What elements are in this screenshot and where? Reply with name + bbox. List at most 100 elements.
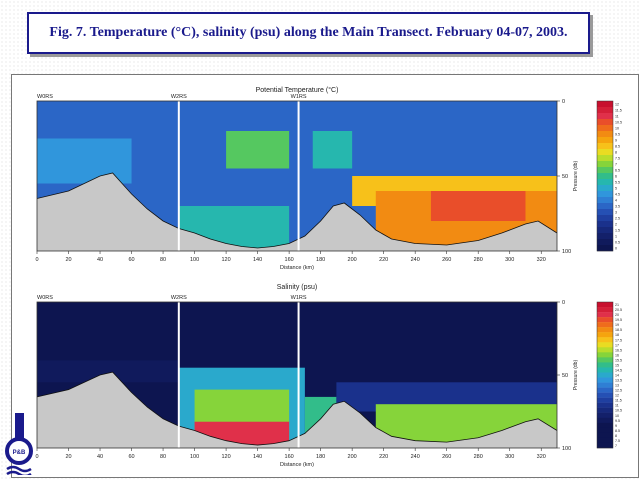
heatmap-cell <box>312 131 353 169</box>
station-label: W2RS <box>171 94 187 100</box>
colorbar-swatch <box>597 392 613 398</box>
colorbar-swatch <box>597 407 613 413</box>
colorbar-label: 12 <box>615 394 619 398</box>
x-tick-label: 140 <box>253 454 262 460</box>
station-label: W1RS <box>291 295 307 301</box>
colorbar-label: 12 <box>615 103 619 107</box>
x-tick-label: 260 <box>442 257 451 263</box>
colorbar-swatch <box>597 307 613 313</box>
y-tick-label: 0 <box>562 300 565 306</box>
colorbar-label: 21 <box>615 303 619 307</box>
y-tick-label: 100 <box>562 249 571 255</box>
x-tick-label: 180 <box>316 257 325 263</box>
colorbar-label: 18 <box>615 333 619 337</box>
colorbar-label: 1 <box>615 235 617 239</box>
colorbar-swatch <box>597 422 613 429</box>
y-tick-label: 100 <box>562 446 571 452</box>
x-tick-label: 20 <box>65 257 71 263</box>
x-tick-label: 120 <box>221 454 230 460</box>
colorbar-label: 3.5 <box>615 205 620 209</box>
colorbar-swatch <box>597 179 613 186</box>
colorbar-swatch <box>597 342 613 348</box>
colorbar-label: 7.5 <box>615 157 620 161</box>
x-tick-label: 0 <box>35 454 38 460</box>
colorbar-swatch <box>597 203 613 210</box>
colorbar-swatch <box>597 209 613 216</box>
colorbar-swatch <box>597 221 613 228</box>
colorbar-swatch <box>597 412 613 418</box>
colorbar-label: 8.5 <box>615 145 620 149</box>
x-tick-label: 200 <box>348 257 357 263</box>
colorbar-swatch <box>597 185 613 192</box>
y-tick-label: 0 <box>562 99 565 105</box>
colorbar-swatch <box>597 387 613 393</box>
x-tick-label: 40 <box>97 454 103 460</box>
logo-text: P&B <box>13 450 26 456</box>
colorbar-swatch <box>597 215 613 222</box>
chart-title: Potential Temperature (°C) <box>256 86 339 94</box>
x-tick-label: 160 <box>285 257 294 263</box>
colorbar-label: 15.5 <box>615 358 622 362</box>
colorbar-label: 16 <box>615 353 619 357</box>
colorbar-label: 11.5 <box>615 109 622 113</box>
seabed <box>37 173 557 251</box>
colorbar-swatch <box>597 372 613 378</box>
colorbar-label: 13 <box>615 384 619 388</box>
heatmap-cell <box>37 138 132 184</box>
x-tick-label: 100 <box>190 257 199 263</box>
colorbar-label: 17.5 <box>615 338 622 342</box>
colorbar-swatch <box>597 357 613 363</box>
colorbar-label: 7.5 <box>615 439 620 443</box>
colorbar-swatch <box>597 352 613 358</box>
colorbar-label: 4 <box>615 199 617 203</box>
y-axis-label: Pressure (db) <box>573 360 579 391</box>
colorbar-label: 12.5 <box>615 389 622 393</box>
x-tick-label: 120 <box>221 257 230 263</box>
colorbar-label: 11 <box>615 115 619 119</box>
x-tick-label: 320 <box>537 257 546 263</box>
x-tick-label: 100 <box>190 454 199 460</box>
colorbar-swatch <box>597 312 613 318</box>
colorbar-swatch <box>597 197 613 204</box>
x-tick-label: 40 <box>97 257 103 263</box>
colorbar-swatch <box>597 362 613 368</box>
station-label: W2RS <box>171 295 187 301</box>
figure-caption: Fig. 7. Temperature (°C), salinity (psu)… <box>49 25 568 40</box>
colorbar-swatch <box>597 347 613 353</box>
colorbar-swatch <box>597 442 613 449</box>
colorbar-label: 20 <box>615 313 619 317</box>
x-axis-label: Distance (km) <box>280 265 314 271</box>
colorbar-swatch <box>597 377 613 383</box>
colorbar-label: 10 <box>615 414 619 418</box>
colorbar-swatch <box>597 322 613 328</box>
colorbar-label: 19.5 <box>615 318 622 322</box>
colorbar-label: 10 <box>615 127 619 131</box>
heatmap-cell <box>430 191 526 221</box>
colorbar-swatch <box>597 233 613 240</box>
colorbar-swatch <box>597 332 613 338</box>
x-tick-label: 220 <box>379 257 388 263</box>
x-tick-label: 20 <box>65 454 71 460</box>
colorbar-swatch <box>597 397 613 403</box>
colorbar-frame <box>596 301 614 449</box>
colorbar-label: 7 <box>615 163 617 167</box>
colorbar-swatch <box>597 337 613 343</box>
colorbar-label: 17 <box>615 343 619 347</box>
x-tick-label: 180 <box>316 454 325 460</box>
colorbar-swatch <box>597 317 613 323</box>
colorbar-swatch <box>597 119 613 126</box>
colorbar-label: 19 <box>615 323 619 327</box>
x-axis-label: Distance (km) <box>280 462 314 468</box>
colorbar-label: 9.5 <box>615 419 620 423</box>
heatmap-cell <box>226 131 290 169</box>
colorbar-label: 8 <box>615 151 617 155</box>
colorbar-swatch <box>597 101 613 108</box>
colorbar-label: 6 <box>615 175 617 179</box>
colorbar-label: 16.5 <box>615 348 622 352</box>
colorbar-label: 3 <box>615 211 617 215</box>
colorbar-label: 2.5 <box>615 217 620 221</box>
x-tick-label: 240 <box>411 454 420 460</box>
seabed <box>37 372 557 448</box>
chart-title: Salinity (psu) <box>277 284 317 291</box>
